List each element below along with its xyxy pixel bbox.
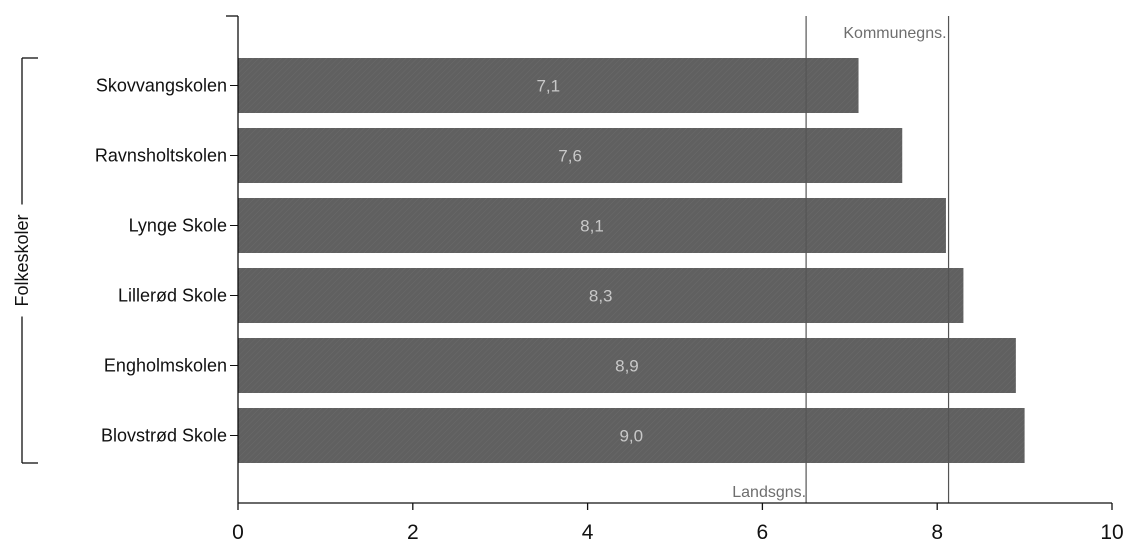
bar-5	[238, 408, 1025, 463]
bars-layer	[238, 58, 1025, 463]
x-tick-label: 8	[931, 521, 943, 544]
category-label: Engholmskolen	[104, 356, 227, 376]
bar-2	[238, 198, 946, 253]
category-label: Lynge Skole	[129, 216, 227, 236]
axes-layer	[21, 15, 1113, 510]
bar-value-label: 7,6	[558, 147, 582, 166]
group-label: Folkeskoler	[12, 214, 32, 306]
x-tick-label: 6	[757, 521, 769, 544]
x-tick-label: 2	[407, 521, 419, 544]
bar-value-label: 8,3	[589, 287, 613, 306]
bar-value-label: 8,1	[580, 217, 604, 236]
x-tick-label: 10	[1100, 521, 1123, 544]
category-label: Ravnsholtskolen	[95, 146, 227, 166]
labels-layer: 7,1 Skovvangskolen 7,6 Ravnsholtskolen 8,1 Ly…	[12, 25, 1124, 544]
bar-value-label: 8,9	[615, 357, 639, 376]
x-tick-label: 0	[232, 521, 244, 544]
category-label: Blovstrød Skole	[101, 426, 227, 446]
bar-1	[238, 128, 903, 183]
category-label: Lillerød Skole	[118, 286, 227, 306]
bar-0	[238, 58, 859, 113]
reference-label: Landsgns.	[732, 484, 806, 501]
reference-lines-layer	[805, 16, 950, 503]
reference-label: Kommunegns.	[843, 25, 946, 42]
category-label: Skovvangskolen	[96, 76, 227, 96]
bar-value-label: 7,1	[536, 77, 560, 96]
bar-3	[238, 268, 964, 323]
x-tick-label: 4	[582, 521, 594, 544]
bar-4	[238, 338, 1016, 393]
bar-value-label: 9,0	[619, 427, 643, 446]
